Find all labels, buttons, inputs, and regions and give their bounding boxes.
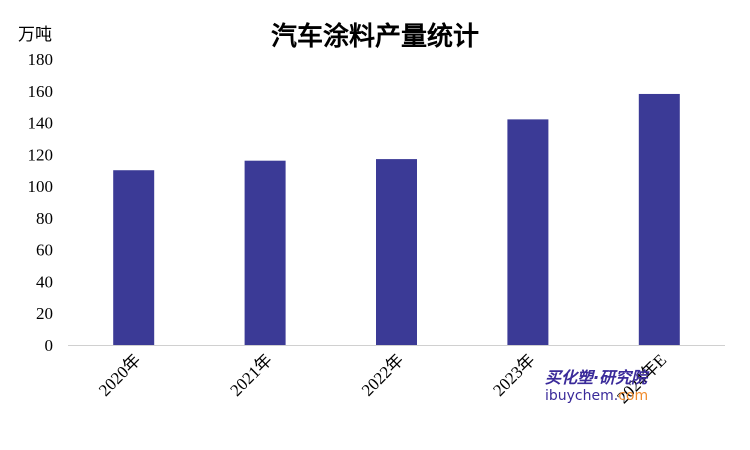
watermark-site-prefix: ibuychem. — [545, 388, 618, 404]
bar — [244, 160, 286, 345]
watermark-brand: 买化塑·研究院 — [545, 368, 650, 387]
y-tick-label: 20 — [36, 304, 53, 323]
y-tick-label: 0 — [45, 336, 54, 355]
x-tick-label: 2023年 — [489, 350, 538, 399]
watermark-site-suffix: com — [618, 388, 648, 404]
y-tick-label: 40 — [36, 272, 53, 291]
y-tick-label: 140 — [28, 114, 54, 133]
x-tick-label: 2022年 — [358, 350, 407, 399]
y-tick-label: 100 — [28, 177, 54, 196]
watermark: 买化塑·研究院 ibuychem.com — [545, 368, 650, 404]
y-tick-label: 180 — [28, 50, 54, 69]
y-axis: 0 20 40 60 80 100 120 140 160 180 — [28, 50, 54, 355]
y-axis-unit-label: 万吨 — [18, 25, 52, 45]
x-tick-label: 2021年 — [226, 350, 275, 399]
x-tick-label: 2020年 — [95, 350, 144, 399]
y-tick-label: 60 — [36, 241, 53, 260]
bar — [376, 159, 417, 345]
y-tick-label: 160 — [28, 82, 54, 101]
y-tick-label: 80 — [36, 209, 53, 228]
y-tick-label: 120 — [28, 145, 54, 164]
chart-title: 汽车涂料产量统计 — [271, 21, 479, 52]
bar-series — [113, 93, 680, 345]
watermark-site: ibuychem.com — [545, 388, 648, 404]
bar — [507, 119, 549, 345]
bar — [113, 170, 155, 345]
bar — [638, 93, 680, 345]
